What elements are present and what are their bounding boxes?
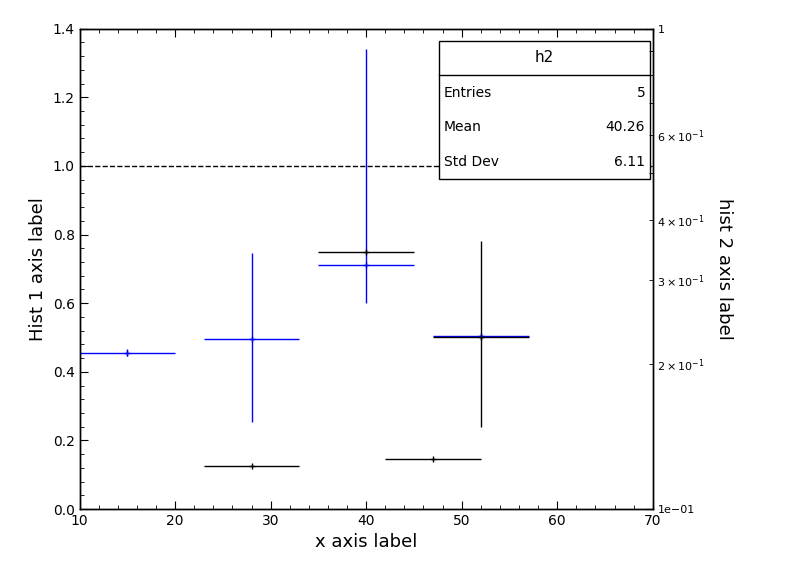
X-axis label: x axis label: x axis label [315, 534, 417, 551]
FancyBboxPatch shape [439, 41, 650, 179]
Text: 40.26: 40.26 [606, 120, 646, 134]
Text: Mean: Mean [443, 120, 482, 134]
Text: Entries: Entries [443, 85, 492, 100]
Y-axis label: hist 2 axis label: hist 2 axis label [715, 198, 733, 340]
Text: 5: 5 [637, 85, 646, 100]
Y-axis label: Hist 1 axis label: Hist 1 axis label [29, 197, 47, 341]
Text: h2: h2 [535, 50, 554, 65]
Text: Std Dev: Std Dev [443, 154, 498, 169]
Text: 6.11: 6.11 [615, 154, 646, 169]
